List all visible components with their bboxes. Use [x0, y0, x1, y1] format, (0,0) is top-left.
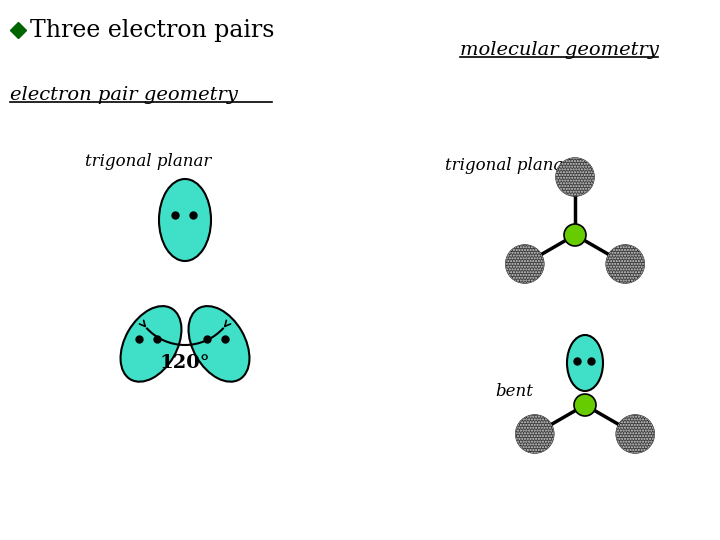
Ellipse shape — [567, 335, 603, 391]
Circle shape — [564, 224, 586, 246]
Text: trigonal planar: trigonal planar — [85, 153, 212, 171]
Circle shape — [516, 415, 554, 453]
Text: bent: bent — [495, 383, 533, 401]
Text: Three electron pairs: Three electron pairs — [30, 18, 274, 42]
Text: 120°: 120° — [160, 354, 210, 372]
Ellipse shape — [120, 306, 181, 382]
Circle shape — [505, 245, 544, 283]
Ellipse shape — [159, 179, 211, 261]
Circle shape — [616, 415, 654, 453]
Text: molecular geometry: molecular geometry — [460, 41, 659, 59]
Text: electron pair geometry: electron pair geometry — [10, 86, 238, 104]
Circle shape — [556, 158, 594, 196]
Circle shape — [574, 394, 596, 416]
Ellipse shape — [189, 306, 249, 382]
Circle shape — [606, 245, 644, 283]
Text: trigonal planar: trigonal planar — [445, 157, 572, 173]
